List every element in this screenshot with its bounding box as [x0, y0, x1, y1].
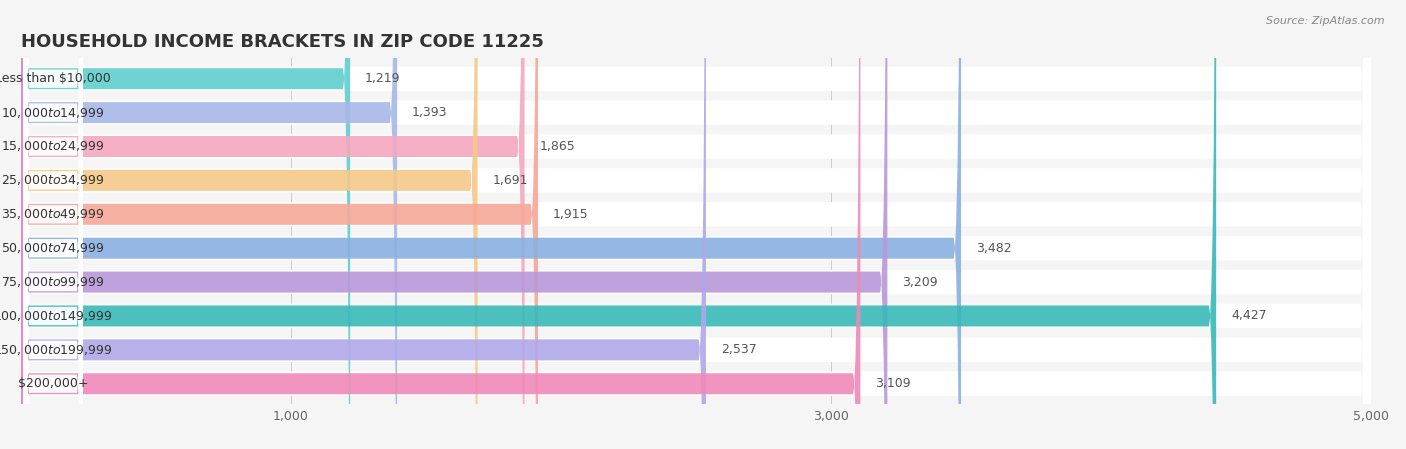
FancyBboxPatch shape: [21, 0, 1371, 449]
FancyBboxPatch shape: [21, 0, 962, 449]
FancyBboxPatch shape: [21, 0, 1371, 449]
Text: Less than $10,000: Less than $10,000: [0, 72, 111, 85]
FancyBboxPatch shape: [21, 0, 860, 449]
Text: 3,482: 3,482: [976, 242, 1011, 255]
FancyBboxPatch shape: [24, 0, 83, 449]
FancyBboxPatch shape: [21, 0, 1371, 449]
Text: $35,000 to $49,999: $35,000 to $49,999: [1, 207, 104, 221]
Text: 1,915: 1,915: [553, 208, 589, 221]
Text: HOUSEHOLD INCOME BRACKETS IN ZIP CODE 11225: HOUSEHOLD INCOME BRACKETS IN ZIP CODE 11…: [21, 33, 544, 51]
Text: $150,000 to $199,999: $150,000 to $199,999: [0, 343, 112, 357]
Text: $100,000 to $149,999: $100,000 to $149,999: [0, 309, 112, 323]
FancyBboxPatch shape: [24, 0, 83, 449]
FancyBboxPatch shape: [21, 0, 1371, 449]
FancyBboxPatch shape: [21, 0, 1371, 449]
Text: 3,209: 3,209: [903, 276, 938, 289]
Text: $10,000 to $14,999: $10,000 to $14,999: [1, 106, 104, 119]
FancyBboxPatch shape: [24, 0, 83, 449]
Text: 2,537: 2,537: [721, 343, 756, 357]
FancyBboxPatch shape: [21, 0, 538, 449]
Text: $25,000 to $34,999: $25,000 to $34,999: [1, 173, 104, 187]
FancyBboxPatch shape: [21, 0, 396, 449]
FancyBboxPatch shape: [24, 0, 83, 449]
FancyBboxPatch shape: [24, 0, 83, 449]
Text: 1,691: 1,691: [492, 174, 527, 187]
Text: $50,000 to $74,999: $50,000 to $74,999: [1, 241, 104, 255]
FancyBboxPatch shape: [24, 0, 83, 449]
FancyBboxPatch shape: [24, 0, 83, 449]
FancyBboxPatch shape: [21, 0, 1371, 449]
FancyBboxPatch shape: [21, 0, 1216, 449]
FancyBboxPatch shape: [21, 0, 887, 449]
FancyBboxPatch shape: [21, 0, 1371, 449]
FancyBboxPatch shape: [21, 0, 1371, 449]
Text: 4,427: 4,427: [1232, 309, 1267, 322]
FancyBboxPatch shape: [21, 0, 350, 449]
FancyBboxPatch shape: [21, 0, 1371, 449]
Text: $75,000 to $99,999: $75,000 to $99,999: [1, 275, 104, 289]
Text: 1,865: 1,865: [540, 140, 575, 153]
FancyBboxPatch shape: [21, 0, 524, 449]
Text: 1,393: 1,393: [412, 106, 447, 119]
FancyBboxPatch shape: [21, 0, 1371, 449]
Text: $15,000 to $24,999: $15,000 to $24,999: [1, 140, 104, 154]
FancyBboxPatch shape: [21, 0, 478, 449]
Text: $200,000+: $200,000+: [18, 377, 89, 390]
FancyBboxPatch shape: [21, 0, 706, 449]
FancyBboxPatch shape: [24, 0, 83, 449]
FancyBboxPatch shape: [24, 0, 83, 449]
FancyBboxPatch shape: [24, 0, 83, 449]
Text: 1,219: 1,219: [366, 72, 401, 85]
Text: Source: ZipAtlas.com: Source: ZipAtlas.com: [1267, 16, 1385, 26]
Text: 3,109: 3,109: [875, 377, 911, 390]
